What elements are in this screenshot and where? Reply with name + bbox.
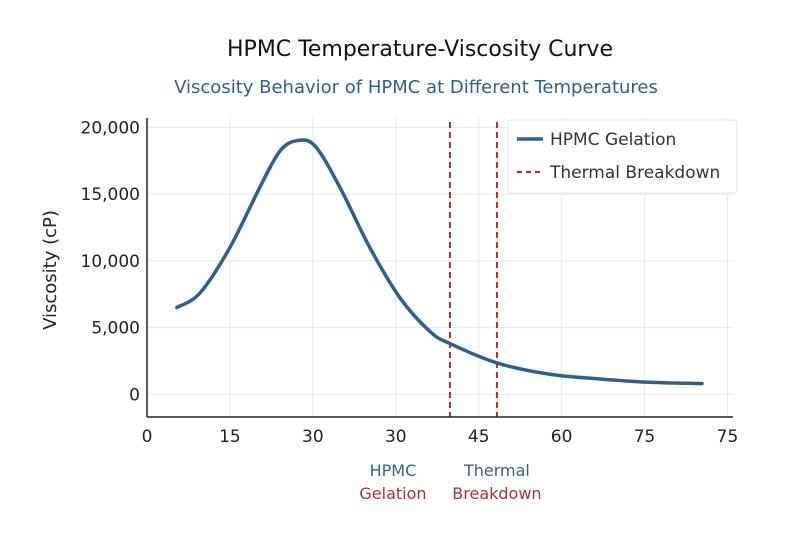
y-tick-label: 20,000 xyxy=(81,118,140,138)
annotation-line2: Breakdown xyxy=(452,484,541,503)
axes xyxy=(146,118,733,418)
chart-subtitle: Viscosity Behavior of HPMC at Different … xyxy=(174,77,658,98)
y-tick-labels: 0 5,000 10,000 15,000 20,000 xyxy=(81,118,140,405)
x-tick-label: 15 xyxy=(219,427,241,447)
x-tick-label: 45 xyxy=(468,427,490,447)
legend-label-hpmc-gelation: HPMC Gelation xyxy=(550,130,676,150)
legend: HPMC Gelation Thermal Breakdown xyxy=(507,119,738,194)
y-tick-label: 5,000 xyxy=(91,319,140,339)
x-tick-labels: 0 15 30 30 45 60 75 75 xyxy=(142,427,739,447)
series-group xyxy=(175,138,704,386)
y-tick-label: 15,000 xyxy=(81,185,140,205)
legend-box xyxy=(507,119,738,194)
x-tick-label: 30 xyxy=(302,427,324,447)
x-tick-label: 75 xyxy=(634,427,656,447)
x-tick-label: 30 xyxy=(385,427,407,447)
x-tick-label: 60 xyxy=(551,427,573,447)
annotations: HPMC Gelation Thermal Breakdown xyxy=(359,461,541,503)
y-tick-label: 0 xyxy=(129,385,140,405)
x-tick-label: 0 xyxy=(142,427,153,447)
legend-label-thermal-breakdown: Thermal Breakdown xyxy=(549,163,720,183)
vertical-lines xyxy=(448,122,498,417)
annotation-line1: Thermal xyxy=(463,461,530,480)
y-tick-label: 10,000 xyxy=(81,252,140,272)
annotation-line1: HPMC xyxy=(370,461,417,480)
series-line-hpmc-gelation xyxy=(175,138,704,386)
y-axis-label: Viscosity (cP) xyxy=(40,210,61,330)
x-tick-label: 75 xyxy=(717,427,739,447)
annotation-line2: Gelation xyxy=(359,484,426,503)
chart-title: HPMC Temperature-Viscosity Curve xyxy=(227,37,613,62)
